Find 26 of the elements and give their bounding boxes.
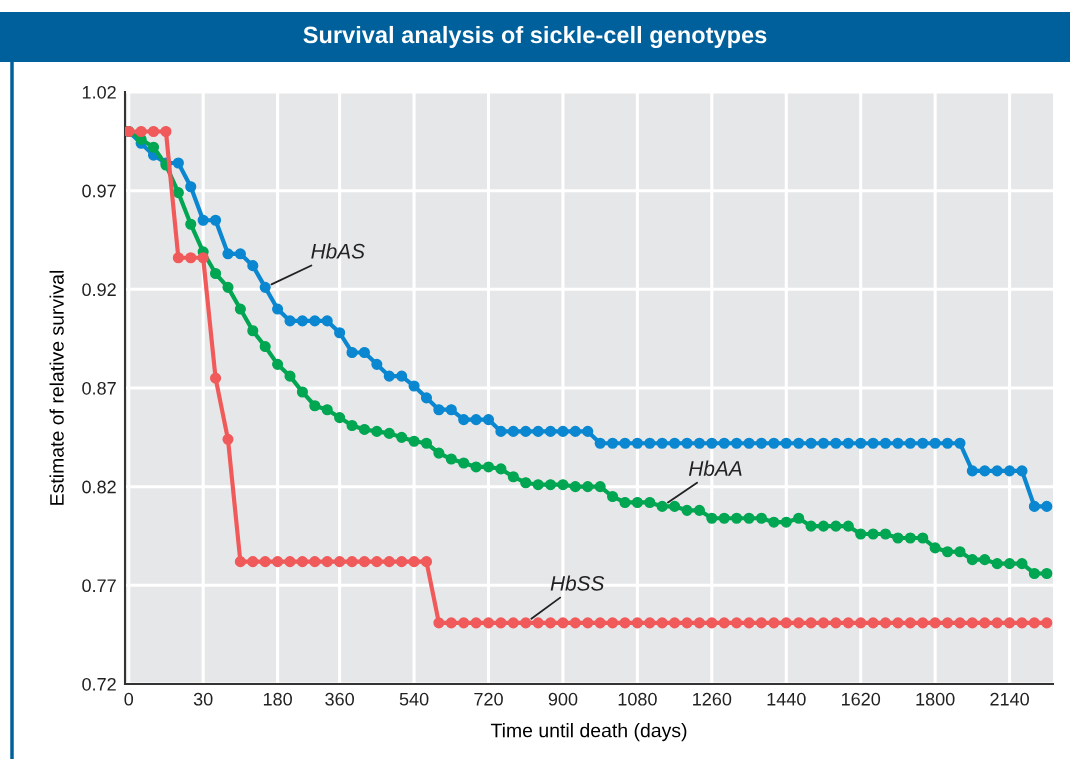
chart-title: Survival analysis of sickle-cell genotypes (303, 25, 767, 49)
y-tick-label: 0.92 (82, 283, 116, 297)
x-tick-label: 1620 (842, 692, 881, 706)
y-tick-label: 1.02 (82, 85, 116, 99)
x-tick-label: 360 (325, 692, 354, 706)
x-tick-label: 0 (124, 692, 134, 706)
y-axis-title: Estimate of relative survival (49, 270, 64, 505)
x-tick-label: 30 (193, 692, 213, 706)
x-tick-label: 1800 (916, 692, 955, 706)
y-tick-label: 0.77 (82, 579, 116, 593)
series-label: HbSS (550, 575, 605, 591)
x-tick-label: 2140 (990, 692, 1029, 706)
x-tick-label: 1260 (693, 692, 732, 706)
y-tick-label: 0.87 (82, 381, 116, 395)
x-tick-label: 540 (399, 692, 429, 706)
x-tick-label: 720 (474, 692, 503, 706)
y-tick-label: 0.82 (82, 480, 116, 494)
series-label: HbAA (688, 460, 742, 476)
text: HbAS (311, 243, 365, 259)
x-axis-title: Time until death (days) (490, 723, 687, 742)
x-tick-label: 1440 (767, 692, 806, 706)
y-tick-label: 0.72 (82, 677, 116, 691)
x-tick-label: 900 (548, 692, 578, 706)
x-tick-label: 180 (263, 692, 292, 706)
x-tick-label: 1080 (618, 692, 657, 706)
y-tick-label: 0.97 (82, 184, 116, 198)
